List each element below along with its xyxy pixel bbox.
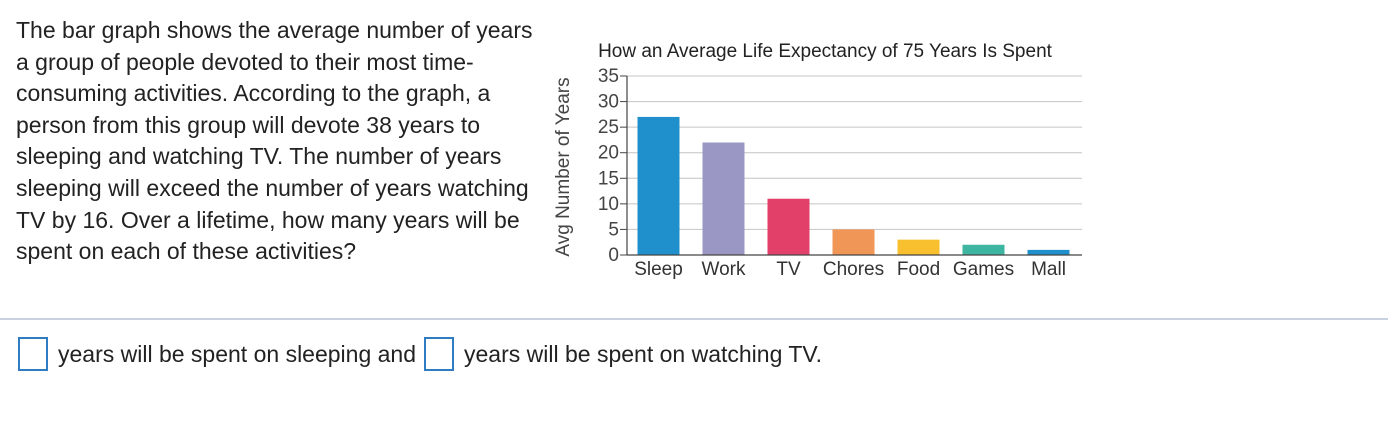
y-tick-label: 20 <box>598 143 619 164</box>
grid-layer <box>627 75 1082 230</box>
bar-food <box>897 239 940 255</box>
x-tick-label: Food <box>897 259 940 280</box>
bars-layer <box>637 116 1070 256</box>
bar-chart: How an Average Life Expectancy of 75 Yea… <box>548 30 1128 280</box>
axis-layer: 0 5 10 15 20 25 30 35 Sleep Work TV Chores Food Games… <box>598 66 1082 280</box>
y-tick-label: 0 <box>608 245 619 266</box>
y-tick-label: 35 <box>598 66 619 87</box>
bar-mall <box>1027 249 1070 255</box>
x-tick-label: Games <box>953 259 1014 280</box>
x-tick-label: TV <box>776 259 801 280</box>
answer-text-tv: years will be spent on watching TV. <box>464 340 822 367</box>
bar-chores <box>832 229 875 255</box>
y-axis-label: Avg Number of Years <box>553 77 574 256</box>
y-tick-label: 30 <box>598 92 619 113</box>
tv-years-input[interactable] <box>424 337 455 371</box>
x-tick-label: Work <box>702 259 746 280</box>
answer-text-sleep: years will be spent on sleeping and <box>58 340 417 367</box>
answer-line: years will be spent on sleeping and year… <box>18 334 830 374</box>
sleep-years-input[interactable] <box>18 337 48 371</box>
bar-tv <box>767 198 810 255</box>
y-tick-label: 25 <box>598 117 619 138</box>
x-tick-label: Chores <box>823 259 884 280</box>
y-tick-label: 15 <box>598 168 619 189</box>
x-tick-label: Sleep <box>634 259 683 280</box>
bar-games <box>962 244 1005 255</box>
problem-statement: The bar graph shows the average number o… <box>16 17 533 265</box>
y-tick-label: 10 <box>598 194 619 215</box>
y-tick-label: 5 <box>608 219 619 240</box>
x-tick-label: Mall <box>1031 259 1066 280</box>
section-divider <box>0 318 1388 320</box>
bar-work <box>702 142 745 255</box>
bar-sleep <box>637 116 680 256</box>
bar-chart-svg: How an Average Life Expectancy of 75 Yea… <box>553 41 1082 280</box>
chart-title: How an Average Life Expectancy of 75 Yea… <box>598 41 1053 62</box>
